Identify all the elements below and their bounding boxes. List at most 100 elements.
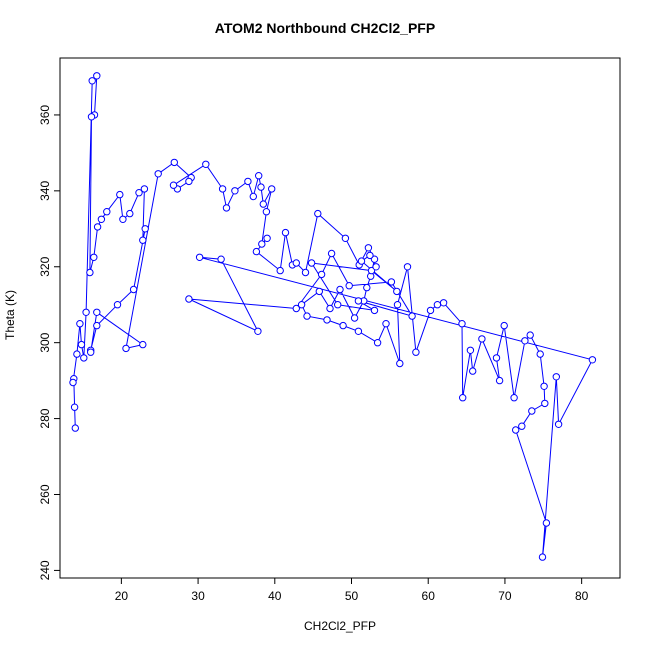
data-point xyxy=(90,253,98,261)
data-point xyxy=(314,209,322,218)
y-tick-label: 240 xyxy=(38,560,52,580)
data-point xyxy=(244,177,252,186)
data-point xyxy=(393,287,401,296)
data-point xyxy=(73,350,81,358)
data-point xyxy=(97,215,106,224)
data-point xyxy=(426,306,435,315)
data-point xyxy=(542,519,551,527)
data-point xyxy=(222,204,231,212)
data-point xyxy=(122,344,130,353)
data-point xyxy=(71,424,80,432)
data-point xyxy=(254,327,262,335)
data-point xyxy=(93,321,101,330)
data-point xyxy=(258,240,266,248)
data-point xyxy=(262,208,271,216)
data-point xyxy=(257,183,265,191)
data-point xyxy=(259,200,267,208)
x-tick-label: 40 xyxy=(268,589,282,603)
data-point xyxy=(139,236,147,244)
data-point xyxy=(354,297,363,305)
data-point xyxy=(113,301,122,309)
data-point xyxy=(439,299,448,307)
data-point xyxy=(140,185,149,193)
data-point xyxy=(202,160,210,169)
data-point xyxy=(403,263,412,271)
data-point xyxy=(93,308,101,316)
series-line xyxy=(72,74,594,558)
data-point xyxy=(370,306,379,315)
data-point xyxy=(69,378,77,387)
data-point xyxy=(334,301,342,309)
data-point xyxy=(363,283,371,292)
data-point xyxy=(387,278,396,286)
data-point xyxy=(326,304,334,313)
data-point xyxy=(154,170,162,178)
data-point xyxy=(528,407,536,415)
data-point xyxy=(536,350,544,358)
data-point xyxy=(345,282,353,290)
x-tick-label: 80 xyxy=(575,589,589,603)
data-point xyxy=(252,247,261,256)
data-point xyxy=(492,354,501,362)
data-point xyxy=(129,285,138,294)
data-point xyxy=(588,356,597,364)
data-point xyxy=(301,268,310,277)
data-point xyxy=(281,228,290,237)
data-point xyxy=(510,394,518,402)
data-point xyxy=(88,77,96,85)
data-point xyxy=(103,208,111,216)
data-point xyxy=(292,259,300,267)
y-tick-label: 320 xyxy=(38,256,52,276)
data-point xyxy=(185,177,193,186)
data-point xyxy=(119,215,127,224)
data-point xyxy=(307,259,316,267)
data-point xyxy=(466,346,475,354)
y-tick-label: 280 xyxy=(38,408,52,428)
data-point xyxy=(135,189,143,197)
data-point xyxy=(126,209,134,218)
data-point xyxy=(317,270,326,279)
data-point xyxy=(185,295,193,303)
data-point xyxy=(469,367,477,375)
data-point xyxy=(218,185,227,193)
data-point xyxy=(367,266,376,275)
data-point xyxy=(495,376,504,385)
x-axis-label: CH2Cl2_PFP xyxy=(303,619,377,633)
data-point xyxy=(364,244,373,252)
data-point xyxy=(82,308,90,316)
data-point xyxy=(77,340,86,349)
data-point xyxy=(323,316,331,324)
data-point xyxy=(382,320,390,328)
data-point xyxy=(541,399,549,408)
data-point xyxy=(458,320,466,328)
data-point xyxy=(512,426,520,434)
data-point xyxy=(341,234,350,243)
data-point xyxy=(350,314,359,322)
x-tick-label: 30 xyxy=(191,589,205,603)
data-point xyxy=(478,335,486,343)
data-point xyxy=(459,394,467,402)
data-point xyxy=(540,382,548,390)
data-point xyxy=(393,301,402,309)
data-point xyxy=(433,301,442,309)
data-point xyxy=(93,72,101,80)
y-axis-label: Theta (K) xyxy=(3,289,17,341)
data-point xyxy=(412,348,420,356)
data-point xyxy=(500,321,508,330)
x-tick-label: 60 xyxy=(422,589,436,603)
data-point xyxy=(297,301,306,309)
data-point xyxy=(86,268,94,277)
data-point xyxy=(339,321,347,330)
data-point xyxy=(336,285,344,294)
data-point xyxy=(292,304,300,313)
y-tick-label: 300 xyxy=(38,332,52,352)
data-point xyxy=(80,354,88,362)
data-point xyxy=(303,312,311,320)
data-point xyxy=(396,359,404,368)
data-point xyxy=(263,234,271,243)
y-tick-label: 340 xyxy=(38,181,52,201)
data-point xyxy=(76,320,84,328)
data-point xyxy=(195,253,204,261)
data-point xyxy=(373,339,382,347)
